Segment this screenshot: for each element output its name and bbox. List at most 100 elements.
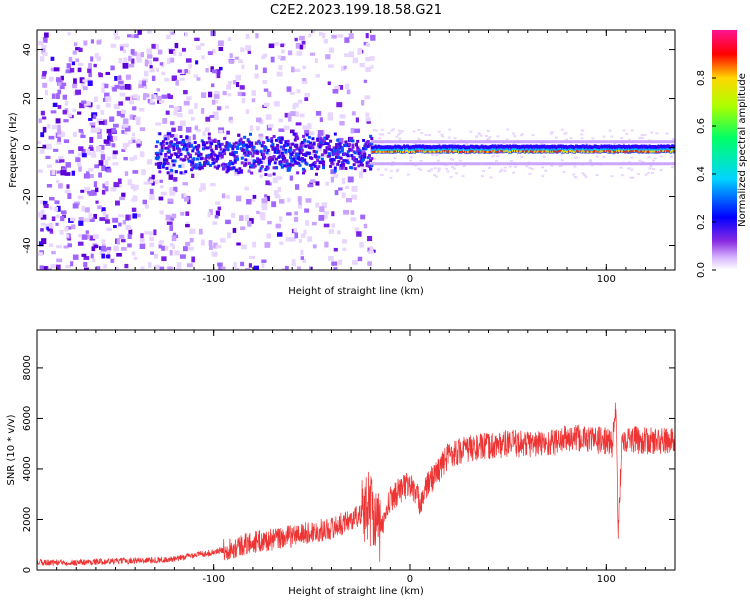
heatmap-cell	[56, 205, 61, 212]
heatmap-cell	[89, 122, 96, 126]
heatmap-cell	[425, 162, 428, 166]
heatmap-cell	[629, 140, 632, 144]
heatmap-cell	[217, 40, 224, 47]
heatmap-cell	[96, 104, 101, 110]
heatmap-cell	[374, 162, 377, 166]
heatmap-cell	[194, 152, 198, 156]
heatmap-cell	[247, 169, 251, 173]
heatmap-cell	[264, 173, 268, 177]
heatmap-cell	[309, 52, 316, 56]
heatmap-cell	[42, 200, 48, 206]
heatmap-cell	[101, 189, 106, 195]
heatmap-cell	[226, 168, 230, 172]
heatmap-cell	[302, 167, 306, 171]
heatmap-cell	[55, 222, 59, 226]
heatmap-cell	[433, 174, 437, 177]
heatmap-cell	[166, 58, 171, 65]
heatmap-cell	[216, 166, 220, 170]
heatmap-cell	[298, 238, 302, 243]
heatmap-cell	[133, 155, 137, 160]
heatmap-cell	[415, 140, 418, 144]
heatmap-cell	[258, 133, 264, 138]
heatmap-cell	[417, 162, 420, 166]
heatmap-cell	[257, 139, 261, 143]
heatmap-cell	[423, 140, 426, 144]
heatmap-cell	[57, 80, 64, 86]
heatmap-cell	[171, 75, 177, 81]
heatmap-cell	[343, 65, 347, 70]
heatmap-cell	[604, 162, 607, 166]
heatmap-cell	[663, 162, 666, 166]
heatmap-cell	[285, 159, 289, 163]
heatmap-cell	[240, 47, 245, 52]
heatmap-cell	[163, 158, 167, 162]
heatmap-cell	[435, 140, 438, 144]
heatmap-cell	[78, 129, 84, 133]
heatmap-cell	[201, 147, 205, 151]
heatmap-cell	[52, 102, 58, 108]
heatmap-cell	[77, 234, 82, 238]
heatmap-cell	[253, 265, 260, 270]
heatmap-cell	[188, 155, 192, 159]
heatmap-cell	[159, 161, 163, 165]
heatmap-cell	[105, 71, 111, 76]
heatmap-cell	[657, 140, 660, 144]
heatmap-cell	[435, 175, 439, 178]
heatmap-cell	[289, 148, 293, 152]
heatmap-cell	[610, 135, 614, 138]
heatmap-cell	[280, 137, 284, 141]
heatmap-cell	[158, 166, 162, 170]
heatmap-cell	[81, 82, 86, 89]
heatmap-cell	[279, 148, 284, 155]
heatmap-cell	[161, 71, 166, 76]
heatmap-cell	[315, 202, 320, 208]
heatmap-cell	[105, 96, 112, 102]
heatmap-cell	[279, 140, 283, 144]
heatmap-cell	[671, 140, 674, 144]
heatmap-cell	[304, 97, 309, 101]
heatmap-cell	[553, 162, 556, 166]
heatmap-cell	[222, 90, 227, 96]
heatmap-cell	[148, 176, 155, 181]
heatmap-cell	[494, 140, 497, 144]
heatmap-cell	[204, 127, 210, 132]
heatmap-cell	[158, 196, 164, 201]
spectrogram-ylabel: Frequency (Hz)	[8, 112, 19, 188]
heatmap-cell	[75, 89, 81, 95]
heatmap-cell	[58, 183, 63, 189]
heatmap-cell	[315, 111, 322, 116]
heatmap-cell	[328, 47, 335, 53]
heatmap-cell	[51, 216, 56, 222]
heatmap-cell	[512, 142, 516, 145]
heatmap-cell	[239, 85, 245, 90]
heatmap-cell	[116, 238, 121, 245]
heatmap-cell	[392, 140, 395, 144]
heatmap-cell	[158, 156, 164, 163]
heatmap-cell	[401, 130, 405, 133]
heatmap-cell	[181, 147, 185, 151]
heatmap-cell	[50, 264, 56, 269]
heatmap-cell	[618, 162, 621, 166]
heatmap-cell	[77, 152, 84, 156]
heatmap-cell	[88, 73, 92, 78]
heatmap-cell	[138, 82, 144, 89]
heatmap-cell	[578, 140, 581, 144]
heatmap-cell	[49, 229, 53, 233]
heatmap-cell	[247, 158, 253, 164]
heatmap-cell	[612, 162, 615, 166]
heatmap-cell	[374, 129, 378, 132]
heatmap-cell	[245, 268, 250, 270]
heatmap-cell	[625, 132, 629, 135]
heatmap-cell	[508, 162, 511, 166]
heatmap-cell	[547, 140, 550, 144]
heatmap-cell	[313, 161, 317, 165]
heatmap-cell	[378, 162, 381, 166]
heatmap-cell	[305, 162, 309, 166]
heatmap-cell	[217, 262, 223, 267]
heatmap-cell	[292, 157, 296, 161]
heatmap-cell	[586, 140, 589, 144]
heatmap-cell	[305, 133, 309, 137]
heatmap-cell	[159, 210, 164, 215]
heatmap-cell	[314, 172, 318, 176]
heatmap-cell	[459, 162, 462, 166]
